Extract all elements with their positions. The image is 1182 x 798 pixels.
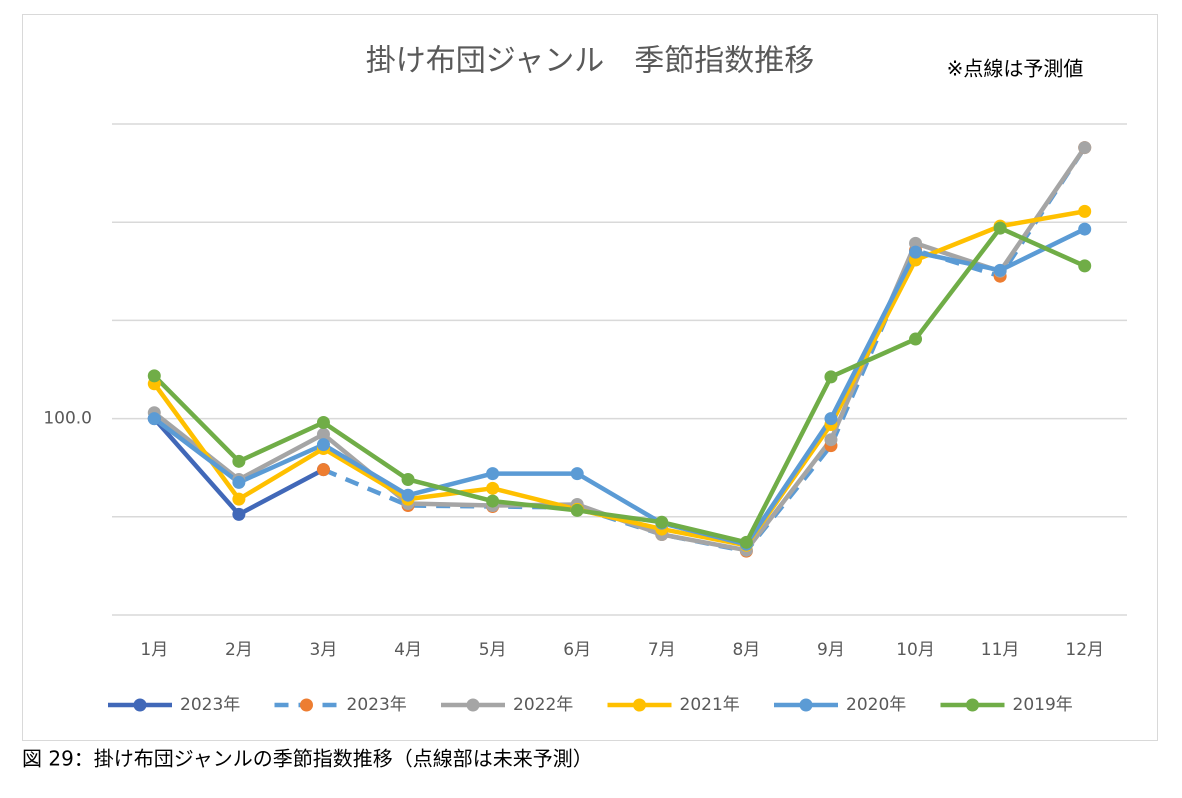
data-point <box>316 463 330 477</box>
data-point <box>1078 204 1092 218</box>
data-point <box>1078 141 1092 155</box>
data-point <box>232 492 246 506</box>
x-tick-label: 7月 <box>648 640 676 660</box>
caption: 図 29：掛け布団ジャンルの季節指数推移（点線部は未来予測） <box>22 747 593 771</box>
data-point <box>824 433 838 447</box>
x-tick-label: 6月 <box>563 640 591 660</box>
data-point <box>486 481 500 495</box>
x-tick-label: 5月 <box>479 640 507 660</box>
x-tick-label: 2月 <box>225 640 253 660</box>
legend-marker <box>799 698 813 712</box>
legend-marker <box>300 698 313 712</box>
legend-label: 2020年 <box>846 695 906 715</box>
legend-marker <box>133 698 147 712</box>
data-point <box>909 332 923 346</box>
data-point <box>1078 259 1092 273</box>
legend-label: 2023年 <box>180 695 240 715</box>
x-tick-label: 4月 <box>394 640 422 660</box>
x-tick-label: 9月 <box>817 640 845 660</box>
x-tick-label: 11月 <box>981 640 1020 660</box>
data-point <box>232 454 246 468</box>
legend-label: 2021年 <box>680 695 740 715</box>
data-point <box>909 245 923 259</box>
x-tick-label: 8月 <box>732 640 760 660</box>
legend-marker <box>966 698 979 712</box>
data-point <box>316 416 330 430</box>
legend-marker <box>466 698 480 712</box>
legend-label: 2019年 <box>1013 695 1073 715</box>
data-point <box>401 472 415 486</box>
legend-label: 2022年 <box>513 695 573 715</box>
series-line <box>152 227 1086 547</box>
x-tick-label: 12月 <box>1065 640 1104 660</box>
data-point <box>316 438 330 452</box>
data-point <box>570 503 584 517</box>
legend-label: 2023年 <box>347 695 407 715</box>
x-tick-label: 10月 <box>896 640 935 660</box>
data-point <box>401 488 415 502</box>
data-point <box>993 221 1007 235</box>
legend-marker <box>633 698 646 712</box>
data-point <box>570 467 584 481</box>
data-point <box>232 475 246 489</box>
data-point <box>655 515 669 529</box>
data-point <box>486 494 500 508</box>
annotation: ※点線は予測値 <box>947 57 1084 81</box>
x-tick-label: 1月 <box>140 640 168 660</box>
series-line <box>152 225 1086 545</box>
y-tick-label: 100.0 <box>43 409 92 429</box>
data-point <box>1078 222 1092 236</box>
data-point <box>486 467 500 481</box>
data-point <box>824 412 838 426</box>
data-point <box>147 412 161 426</box>
data-point <box>147 369 161 383</box>
data-point <box>316 427 330 441</box>
data-point <box>232 507 246 521</box>
data-point <box>993 263 1007 277</box>
chart-title: 掛け布団ジャンル 季節指数推移 <box>366 44 815 79</box>
x-tick-label: 3月 <box>310 640 338 660</box>
data-point <box>739 535 753 549</box>
data-point <box>824 370 838 384</box>
chart-frame <box>22 14 1158 741</box>
